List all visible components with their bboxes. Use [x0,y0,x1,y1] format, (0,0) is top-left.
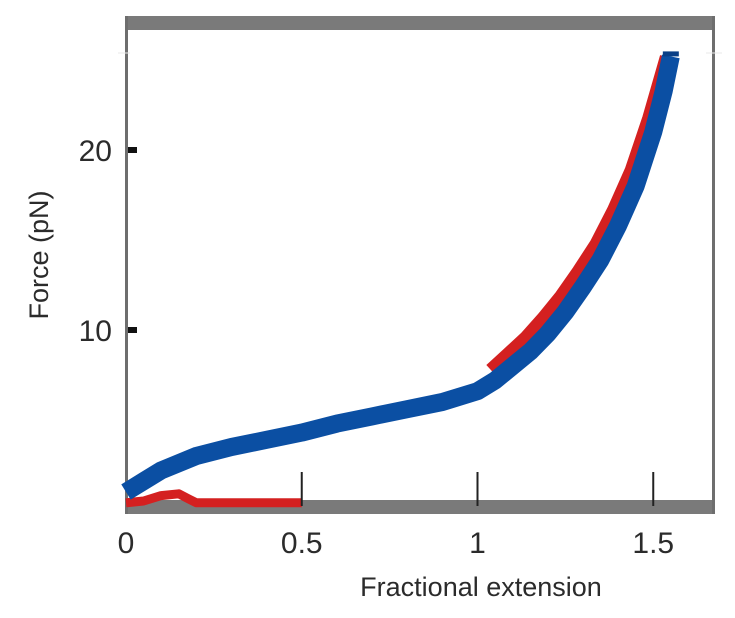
x-axis-title: Fractional extension [360,572,602,602]
y-tick-mark [128,327,137,333]
x-tick-label: 1 [469,527,486,560]
trace-end-cap [662,51,679,57]
y-tick-label: 20 [79,135,112,168]
y-axis-ticks: 10 20 [79,135,137,348]
y-tick-mark [128,147,137,153]
top-frame-bar [126,16,714,30]
y-axis-title: Force (pN) [24,190,54,319]
x-tick-label: 0.5 [281,527,323,560]
red-trace-line [125,489,302,508]
y-axis-line [125,16,128,514]
x-axis-ticks: 0 0.5 1 1.5 [118,472,674,560]
x-tick-label: 0 [118,527,135,560]
right-frame-line [712,16,715,514]
plot-frame [118,16,722,514]
plot-area [126,16,714,514]
x-tick-label: 1.5 [632,527,674,560]
blue-trace-line [121,54,680,500]
series-layer [121,51,680,508]
y-tick-label: 10 [79,315,112,348]
